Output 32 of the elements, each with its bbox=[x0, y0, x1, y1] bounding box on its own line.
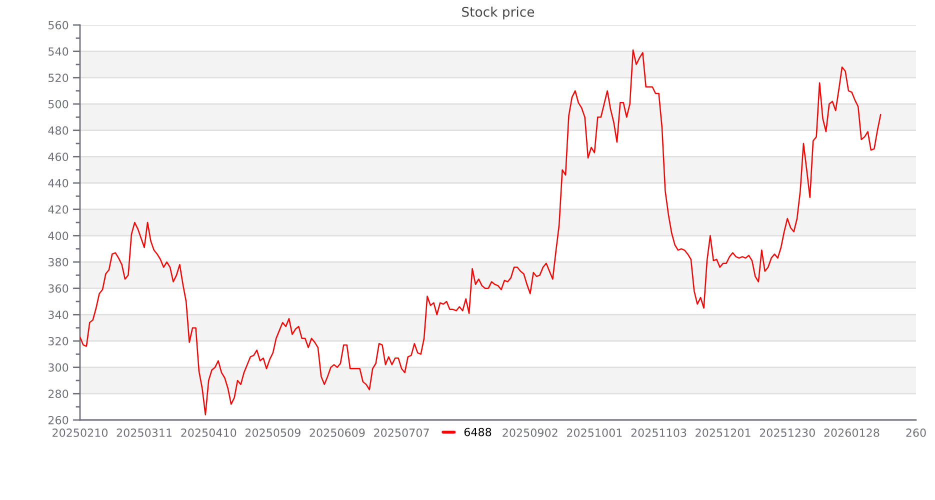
x-tick-label: 20250707 bbox=[374, 428, 429, 437]
x-tick-label: 20251230 bbox=[760, 428, 815, 437]
y-tick-label: 420 bbox=[48, 205, 68, 214]
y-tick-label: 260 bbox=[48, 416, 68, 424]
x-tick-label: 260 bbox=[906, 428, 926, 437]
y-tick-label: 520 bbox=[48, 74, 68, 82]
y-tick-label: 280 bbox=[48, 390, 68, 398]
y-tick-label: 540 bbox=[48, 47, 68, 56]
y-tick-label: 400 bbox=[48, 232, 68, 240]
y-tick-label: 380 bbox=[48, 258, 68, 266]
legend-label: 6488 bbox=[464, 428, 492, 436]
y-tick-label: 480 bbox=[48, 126, 68, 135]
x-tick-label: 20250902 bbox=[502, 428, 558, 437]
y-tick-label: 460 bbox=[48, 152, 68, 162]
x-tick-label: 20250509 bbox=[245, 428, 300, 437]
y-tick-label: 440 bbox=[48, 178, 68, 188]
y-tick-label: 320 bbox=[48, 336, 68, 346]
x-tick-label: 20250210 bbox=[52, 428, 108, 437]
chart-title: Stock price bbox=[462, 6, 534, 20]
x-tick-label: 20250410 bbox=[181, 428, 236, 437]
x-tick-label: 20260128 bbox=[824, 428, 880, 437]
y-tick-label: 360 bbox=[48, 284, 68, 293]
x-tick-label: 20251001 bbox=[567, 428, 622, 437]
y-tick-label: 560 bbox=[48, 20, 68, 30]
y-tick-label: 340 bbox=[48, 310, 68, 320]
x-tick-label: 20251103 bbox=[631, 428, 686, 437]
line-series bbox=[80, 49, 882, 416]
x-tick-label: 20250609 bbox=[310, 428, 365, 437]
x-tick-label: 20250311 bbox=[116, 428, 172, 437]
y-tick-label: 300 bbox=[48, 363, 68, 372]
y-tick-label: 500 bbox=[48, 100, 68, 108]
x-tick-label: 20251201 bbox=[696, 428, 750, 437]
